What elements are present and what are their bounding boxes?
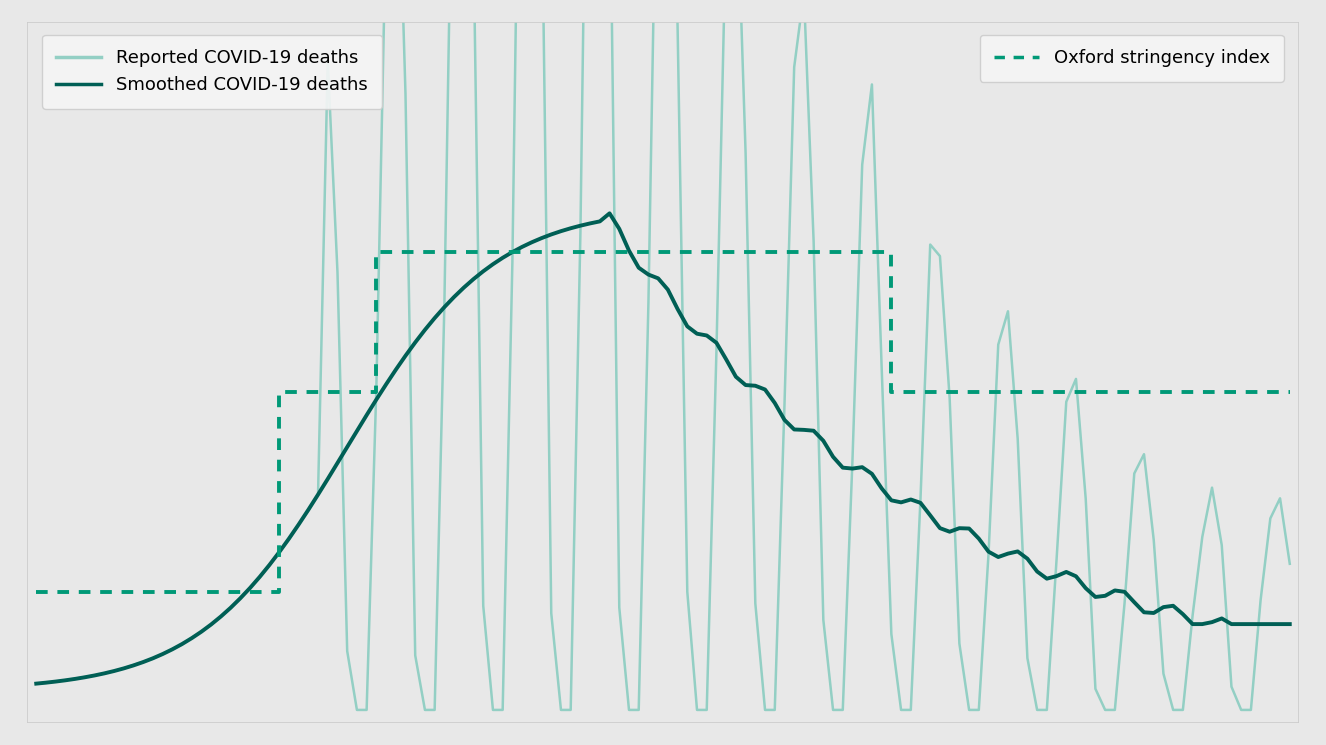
Legend: Oxford stringency index: Oxford stringency index (980, 35, 1284, 82)
Bar (27, 22, 1299, 723)
